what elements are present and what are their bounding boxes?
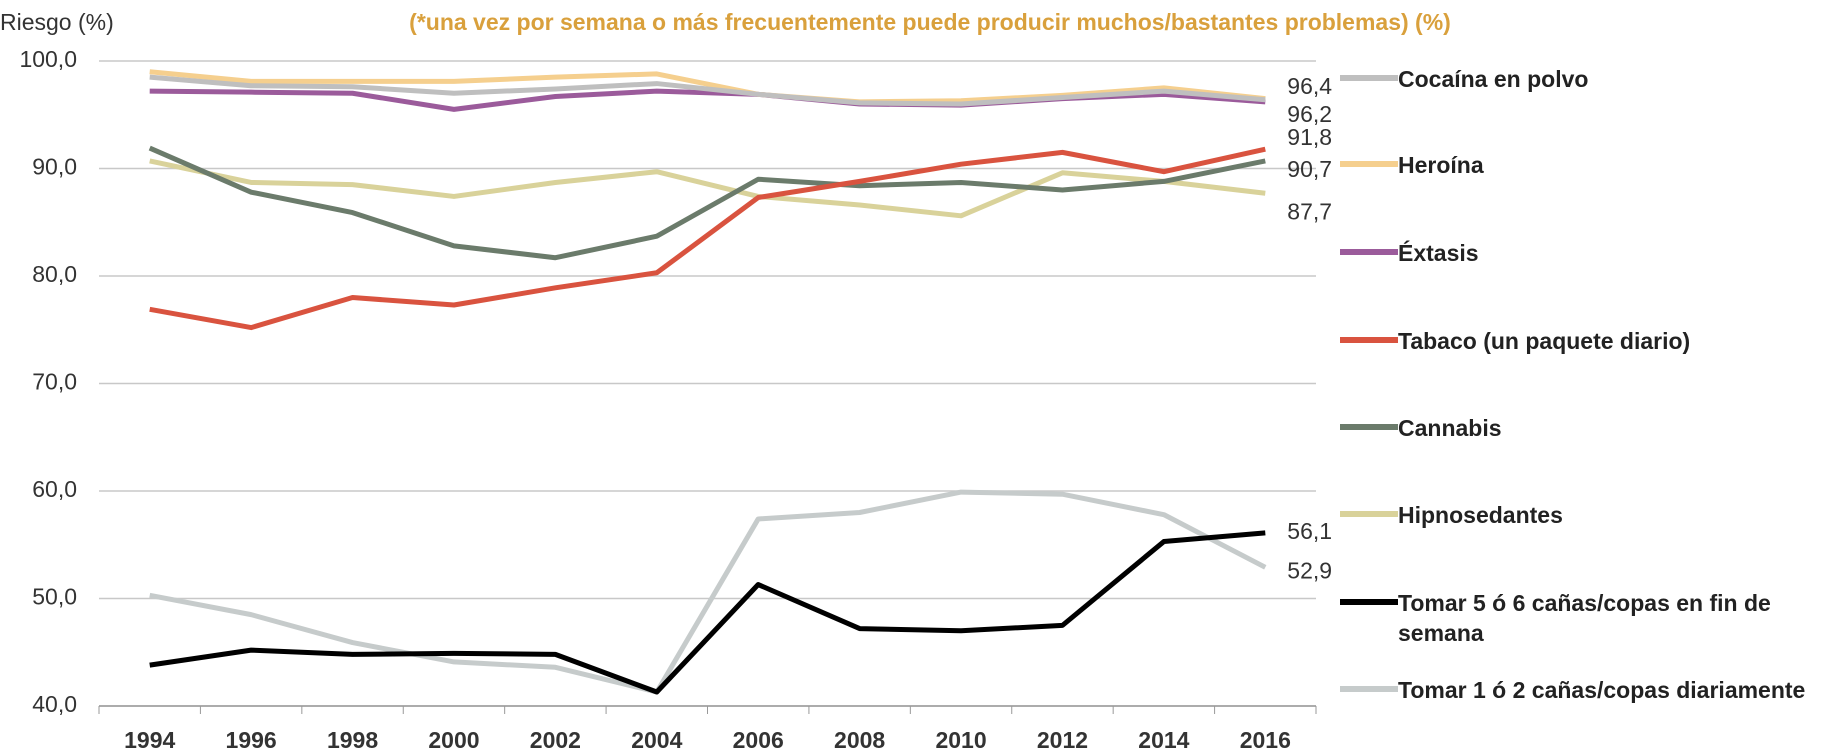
value-label: 96,2 (1287, 101, 1332, 127)
y-tick-label: 50,0 (32, 584, 77, 610)
series-line (149, 489, 1267, 695)
legend-label: Hipnosedantes (1398, 502, 1563, 528)
legend-entry: Heroína (1340, 150, 1840, 180)
legend-entry: Cannabis (1340, 413, 1840, 443)
x-tick-label: 2006 (733, 727, 784, 751)
legend-label: Cannabis (1398, 415, 1502, 441)
x-tick-label: 2000 (428, 727, 479, 751)
x-tick-label: 2016 (1240, 727, 1291, 751)
legend-label: Heroína (1398, 152, 1484, 178)
y-tick-label: 60,0 (32, 476, 77, 502)
legend-swatch (1340, 424, 1398, 430)
y-tick-label: 40,0 (32, 691, 77, 717)
subtitle: (*una vez por semana o más frecuentement… (409, 9, 1451, 35)
x-tick-label: 2012 (1037, 727, 1088, 751)
value-label: 90,7 (1287, 156, 1332, 182)
legend-swatch (1340, 337, 1398, 343)
value-label: 56,1 (1287, 518, 1332, 544)
legend-swatch (1340, 511, 1398, 517)
legend-entry: Cocaína en polvo (1340, 64, 1840, 94)
x-tick-label: 2014 (1138, 727, 1189, 751)
y-tick-label: 100,0 (19, 46, 77, 72)
value-label: 96,4 (1287, 73, 1332, 99)
legend-label: Cocaína en polvo (1398, 66, 1589, 92)
legend-entry: Tomar 5 ó 6 cañas/copas en fin de semana (1340, 588, 1840, 648)
legend-swatch (1340, 249, 1398, 255)
legend-swatch (1340, 686, 1398, 692)
y-tick-label: 90,0 (32, 154, 77, 180)
x-tick-label: 1994 (124, 727, 175, 751)
series-line (148, 145, 1266, 261)
legend-label: Tomar 1 ó 2 cañas/copas diariamente (1398, 677, 1806, 703)
y-axis-title: Riesgo (%) (0, 9, 114, 35)
series-line (149, 530, 1266, 695)
x-tick-label: 2002 (530, 727, 581, 751)
x-tick-label: 1998 (327, 727, 378, 751)
legend-swatch (1340, 599, 1398, 605)
y-tick-label: 80,0 (32, 261, 77, 287)
x-tick-label: 2008 (834, 727, 885, 751)
series-line (149, 74, 1266, 107)
value-label: 91,8 (1287, 124, 1332, 150)
legend-swatch (1340, 161, 1398, 167)
value-label: 52,9 (1287, 557, 1332, 583)
series-line (149, 158, 1266, 219)
series-line (149, 146, 1266, 331)
legend-entry: Tomar 1 ó 2 cañas/copas diariamente (1340, 675, 1840, 705)
x-tick-label: 2004 (631, 727, 682, 751)
legend-label: Tomar 5 ó 6 cañas/copas en fin de semana (1398, 590, 1771, 646)
x-tick-label: 1996 (226, 727, 277, 751)
legend-label: Tabaco (un paquete diario) (1398, 328, 1691, 354)
y-tick-label: 70,0 (32, 369, 77, 395)
value-label: 87,7 (1287, 198, 1332, 224)
legend-entry: Hipnosedantes (1340, 500, 1840, 530)
x-tick-label: 2010 (935, 727, 986, 751)
legend-label: Éxtasis (1398, 240, 1479, 266)
legend-entry: Éxtasis (1340, 238, 1840, 268)
legend-entry: Tabaco (un paquete diario) (1340, 326, 1840, 356)
legend-swatch (1340, 75, 1398, 81)
